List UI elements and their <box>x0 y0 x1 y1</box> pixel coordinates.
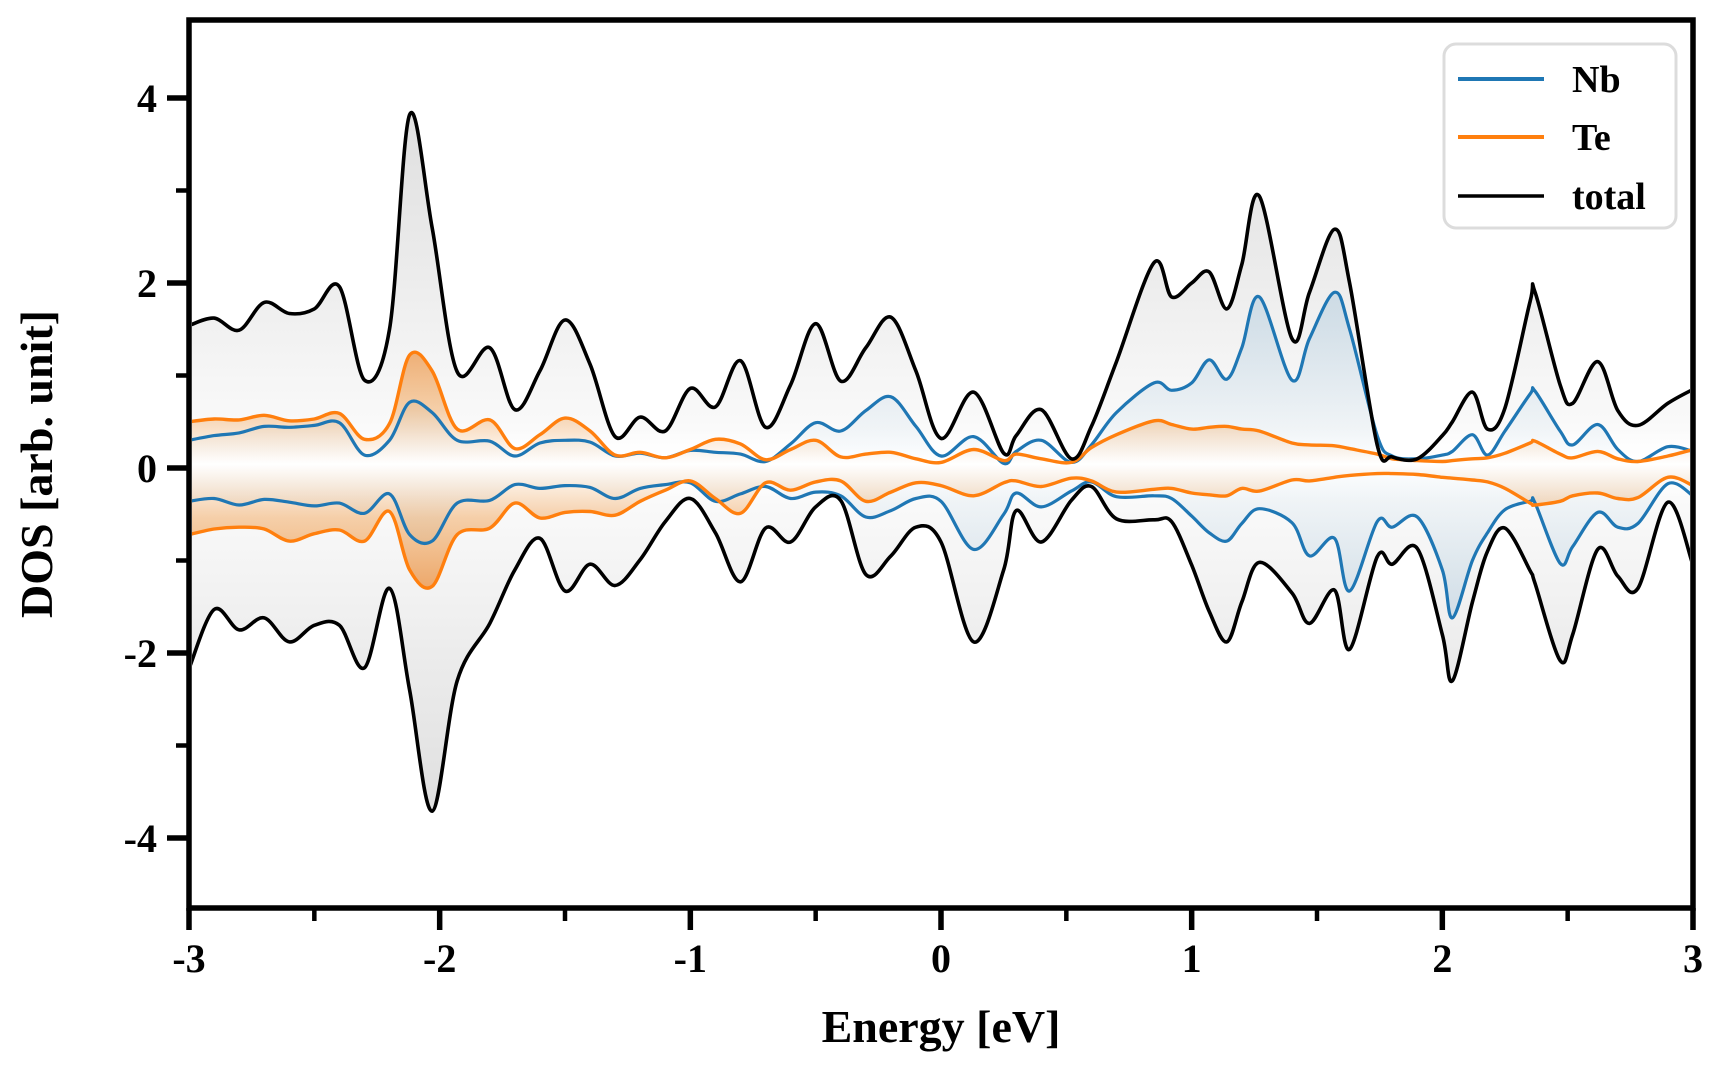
x-tick-label: -1 <box>674 936 707 981</box>
te-spin-up-line <box>192 350 1690 465</box>
legend-item-total: total <box>1458 176 1646 218</box>
legend: Nb Te total <box>1442 42 1678 230</box>
nb-fill-area <box>192 292 1690 618</box>
te-spin-down-line <box>192 471 1690 590</box>
total-spin-up-line <box>192 110 1690 463</box>
dos-curves <box>192 110 1690 814</box>
x-tick-label: -2 <box>423 936 456 981</box>
legend-box <box>1442 42 1678 230</box>
legend-label-nb: Nb <box>1572 59 1621 101</box>
x-axis-label: Energy [eV] <box>822 1001 1061 1052</box>
legend-label-total: total <box>1572 176 1646 218</box>
x-tick-label: -3 <box>172 936 205 981</box>
legend-label-te: Te <box>1572 117 1611 159</box>
x-tick-label: 0 <box>931 936 951 981</box>
legend-item-nb: Nb <box>1458 59 1621 101</box>
y-tick-label: 0 <box>137 446 157 491</box>
y-tick-label: 4 <box>137 76 157 121</box>
te-fill-area <box>192 352 1690 589</box>
total-spin-down-line <box>192 484 1690 814</box>
y-tick-label: -2 <box>124 631 157 676</box>
y-axis-label: DOS [arb. unit] <box>11 310 62 618</box>
x-tick-label: 1 <box>1182 936 1202 981</box>
nb-spin-down-line <box>192 480 1690 620</box>
x-tick-label: 2 <box>1432 936 1452 981</box>
y-tick-label: -4 <box>124 816 157 861</box>
axis-ticks: -3 -2 -1 0 1 2 3 -4 -2 0 2 4 <box>124 76 1703 981</box>
y-tick-label: 2 <box>137 261 157 306</box>
legend-item-te: Te <box>1458 117 1611 159</box>
x-tick-label: 3 <box>1683 936 1703 981</box>
